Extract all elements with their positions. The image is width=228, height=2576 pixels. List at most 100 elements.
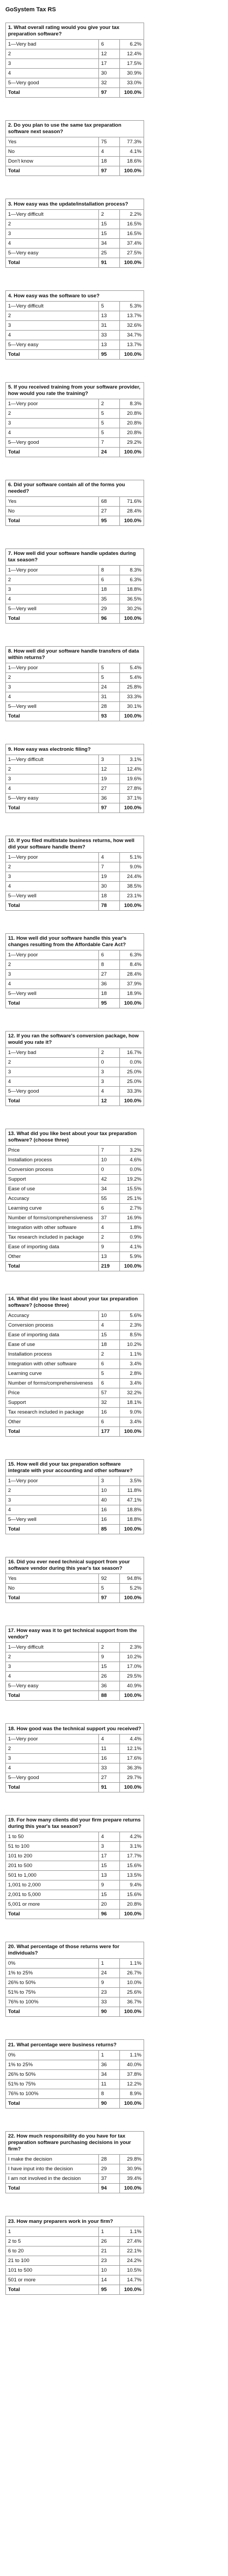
- row-label: 2: [5, 1744, 99, 1754]
- data-row: 5—Very good 7 29.2%: [5, 437, 144, 448]
- percent: 32.6%: [119, 320, 144, 331]
- data-row: 51% to 75% 23 25.6%: [5, 1987, 144, 1997]
- row-label: 1—Very poor: [5, 565, 99, 575]
- data-row: 5—Very well 28 30.1%: [5, 701, 144, 712]
- percent: 39.4%: [119, 2174, 144, 2184]
- total-row-label: Total: [5, 613, 99, 624]
- total-percent: 100.0%: [119, 901, 144, 911]
- total-row: Total 95 100.0%: [5, 2285, 144, 2295]
- percent: 40.0%: [119, 2060, 144, 2070]
- row-label: Number of forms/comprehensiveness: [5, 1378, 99, 1388]
- row-label: 3: [5, 584, 99, 595]
- percent: 6.2%: [119, 39, 144, 49]
- question-row: 17. How easy was it to get technical sup…: [5, 1626, 144, 1643]
- total-count: 12: [98, 1096, 120, 1106]
- total-percent: 100.0%: [119, 87, 144, 98]
- row-label: 1—Very poor: [5, 1476, 99, 1486]
- count: 3: [98, 1067, 120, 1077]
- count: 13: [98, 311, 120, 321]
- percent: 28.4%: [119, 506, 144, 516]
- data-row: Accuracy 55 25.1%: [5, 1194, 144, 1204]
- question: 6. Did your software contain all of the …: [5, 480, 144, 497]
- total-count: 95: [98, 998, 120, 1008]
- percent: 4.2%: [119, 1832, 144, 1842]
- survey-table: 17. How easy was it to get technical sup…: [5, 1626, 144, 1701]
- row-label: Ease of use: [5, 1340, 99, 1350]
- percent: 16.7%: [119, 1048, 144, 1058]
- data-row: 4 16 18.8%: [5, 1505, 144, 1515]
- data-row: 2 8 8.4%: [5, 960, 144, 970]
- row-label: 3: [5, 1067, 99, 1077]
- total-percent: 100.0%: [119, 1593, 144, 1603]
- row-label: 3: [5, 1495, 99, 1505]
- percent: 25.0%: [119, 1077, 144, 1087]
- percent: 5.6%: [119, 1311, 144, 1321]
- count: 3: [98, 1476, 120, 1486]
- total-count: 24: [98, 447, 120, 457]
- total-row-label: Total: [5, 166, 99, 176]
- count: 35: [98, 594, 120, 604]
- total-row: Total 219 100.0%: [5, 1261, 144, 1271]
- row-label: 1—Very difficult: [5, 1642, 99, 1652]
- count: 13: [98, 1252, 120, 1262]
- row-label: 51% to 75%: [5, 1987, 99, 1997]
- percent: 23.1%: [119, 891, 144, 901]
- count: 36: [98, 1681, 120, 1691]
- row-label: 1—Very poor: [5, 852, 99, 862]
- question-row: 5. If you received training from your so…: [5, 382, 144, 399]
- question-row: 13. What did you like best about your ta…: [5, 1129, 144, 1146]
- question: 2. Do you plan to use the same tax prepa…: [5, 120, 144, 137]
- row-label: Other: [5, 1252, 99, 1262]
- total-count: 96: [98, 1909, 120, 1919]
- percent: 15.5%: [119, 1184, 144, 1194]
- row-label: Conversion process: [5, 1165, 99, 1175]
- question: 20. What percentage of those returns wer…: [5, 1942, 144, 1959]
- count: 6: [98, 1378, 120, 1388]
- row-label: 4: [5, 330, 99, 340]
- percent: 25.8%: [119, 682, 144, 692]
- count: 7: [98, 1145, 120, 1155]
- question: 11. How well did your software handle th…: [5, 933, 144, 950]
- survey-table: 11. How well did your software handle th…: [5, 933, 144, 1008]
- percent: 94.8%: [119, 1574, 144, 1584]
- percent: 1.1%: [119, 1349, 144, 1359]
- data-row: 1% to 25% 24 26.7%: [5, 1968, 144, 1978]
- percent: 29.2%: [119, 437, 144, 448]
- data-row: 76% to 100% 33 36.7%: [5, 1997, 144, 2007]
- count: 30: [98, 881, 120, 891]
- survey-table: 1. What overall rating would you give yo…: [5, 23, 144, 98]
- percent: 29.5%: [119, 1671, 144, 1681]
- total-count: 95: [98, 2285, 120, 2295]
- percent: 10.5%: [119, 2265, 144, 2275]
- total-row-label: Total: [5, 2183, 99, 2193]
- row-label: Conversion process: [5, 1320, 99, 1330]
- data-row: 1—Very poor 8 8.3%: [5, 565, 144, 575]
- data-row: Learning curve 5 2.8%: [5, 1368, 144, 1379]
- total-count: 90: [98, 2098, 120, 2109]
- row-label: 3: [5, 682, 99, 692]
- row-label: 1: [5, 2227, 99, 2237]
- percent: 8.3%: [119, 565, 144, 575]
- row-label: 2,001 to 5,000: [5, 1890, 99, 1900]
- count: 21: [98, 2246, 120, 2256]
- count: 34: [98, 1184, 120, 1194]
- survey-table: 6. Did your software contain all of the …: [5, 480, 144, 526]
- percent: 10.0%: [119, 1978, 144, 1988]
- count: 68: [98, 496, 120, 507]
- percent: 22.1%: [119, 2246, 144, 2256]
- data-row: No 5 5.2%: [5, 1583, 144, 1593]
- row-label: Ease of use: [5, 1184, 99, 1194]
- percent: 13.7%: [119, 340, 144, 350]
- data-row: 1—Very difficult 2 2.2%: [5, 209, 144, 219]
- count: 2: [98, 1642, 120, 1652]
- count: 2: [98, 1349, 120, 1359]
- question-row: 9. How easy was electronic filing?: [5, 744, 144, 755]
- count: 4: [98, 1223, 120, 1233]
- count: 12: [98, 764, 120, 774]
- data-row: 1—Very difficult 2 2.3%: [5, 1642, 144, 1652]
- data-row: 2 12 12.4%: [5, 49, 144, 59]
- percent: 30.9%: [119, 2164, 144, 2174]
- row-label: Tax research included in package: [5, 1232, 99, 1242]
- data-row: Tax research included in package 2 0.9%: [5, 1232, 144, 1242]
- question-row: 2. Do you plan to use the same tax prepa…: [5, 120, 144, 137]
